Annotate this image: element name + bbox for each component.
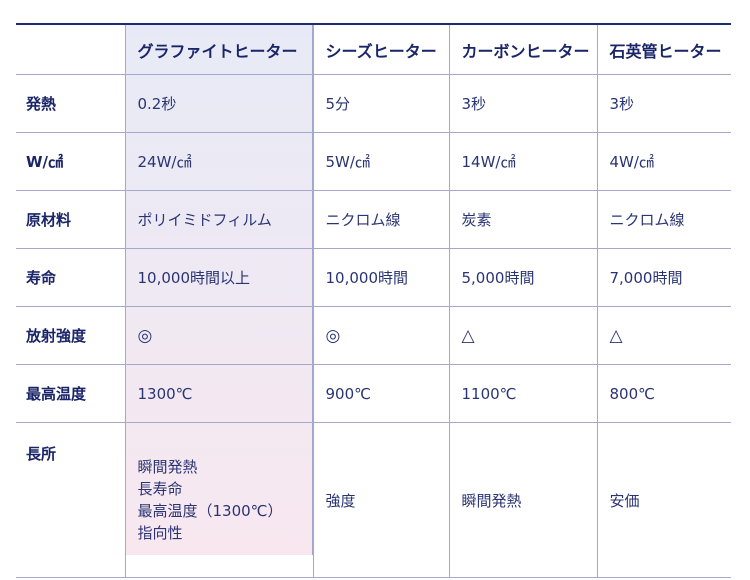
heater-comparison-table: グラファイトヒーター シーズヒーター カーボンヒーター 石英管ヒーター 発熱 0.…	[16, 23, 731, 578]
table-cell: 瞬間発熱	[448, 422, 597, 578]
table-cell: ◎	[124, 306, 313, 365]
table-cell: 800℃	[596, 364, 731, 423]
table-cell: △	[448, 306, 597, 365]
table-row: 寿命 10,000時間以上 10,000時間 5,000時間 7,000時間	[16, 248, 731, 307]
table-cell: 7,000時間	[596, 248, 731, 307]
table-cell: 強度	[312, 422, 449, 578]
table-cell: 5W/㎠	[312, 132, 449, 191]
row-label: 発熱	[16, 74, 125, 133]
table-cell: 4W/㎠	[596, 132, 731, 191]
row-label: 放射強度	[16, 306, 125, 365]
cell-line: 指向性	[137, 524, 183, 542]
table-cell: ◎	[312, 306, 449, 365]
table-cell: 安価	[596, 422, 731, 578]
cell-line: 瞬間発熱	[137, 458, 198, 476]
table-row: 発熱 0.2秒 5分 3秒 3秒	[16, 74, 731, 133]
row-label: W/㎠	[16, 132, 125, 191]
table-cell: 900℃	[312, 364, 449, 423]
row-label: 長所	[16, 422, 125, 578]
cell-line: 最高温度（1300℃）	[137, 502, 283, 520]
table-cell: ニクロム線	[312, 190, 449, 249]
row-label: 寿命	[16, 248, 125, 307]
table-cell: 10,000時間	[312, 248, 449, 307]
header-sheathed-heater: シーズヒーター	[312, 24, 449, 75]
table-cell: 14W/㎠	[448, 132, 597, 191]
table-row: 長所 瞬間発熱 長寿命 最高温度（1300℃） 指向性 強度 瞬間発熱 安価	[16, 422, 731, 578]
table-cell: 3秒	[596, 74, 731, 133]
header-carbon-heater: カーボンヒーター	[448, 24, 597, 75]
table-cell: 5分	[312, 74, 449, 133]
table-row: 最高温度 1300℃ 900℃ 1100℃ 800℃	[16, 364, 731, 423]
table-cell: 24W/㎠	[124, 132, 313, 191]
table-row: W/㎠ 24W/㎠ 5W/㎠ 14W/㎠ 4W/㎠	[16, 132, 731, 191]
header-quartz-heater: 石英管ヒーター	[596, 24, 731, 75]
table-cell: ポリイミドフィルム	[124, 190, 313, 249]
table-cell: 1300℃	[124, 364, 313, 423]
row-label: 原材料	[16, 190, 125, 249]
table-row: 原材料 ポリイミドフィルム ニクロム線 炭素 ニクロム線	[16, 190, 731, 249]
comparison-table-wrapper: グラファイトヒーター シーズヒーター カーボンヒーター 石英管ヒーター 発熱 0.…	[16, 23, 731, 578]
table-cell: 3秒	[448, 74, 597, 133]
cell-line: 長寿命	[137, 480, 183, 498]
row-label: 最高温度	[16, 364, 125, 423]
table-cell: 0.2秒	[124, 74, 313, 133]
table-cell: 5,000時間	[448, 248, 597, 307]
table-cell: ニクロム線	[596, 190, 731, 249]
table-cell: 瞬間発熱長寿命最高温度（1300℃） 指向性	[124, 422, 313, 578]
table-cell: 10,000時間以上	[124, 248, 313, 307]
table-cell: △	[596, 306, 731, 365]
header-row: グラファイトヒーター シーズヒーター カーボンヒーター 石英管ヒーター	[16, 24, 731, 75]
table-cell: 1100℃	[448, 364, 597, 423]
header-empty	[16, 24, 125, 75]
header-graphite-heater: グラファイトヒーター	[124, 24, 313, 75]
table-row: 放射強度 ◎ ◎ △ △	[16, 306, 731, 365]
table-cell: 炭素	[448, 190, 597, 249]
